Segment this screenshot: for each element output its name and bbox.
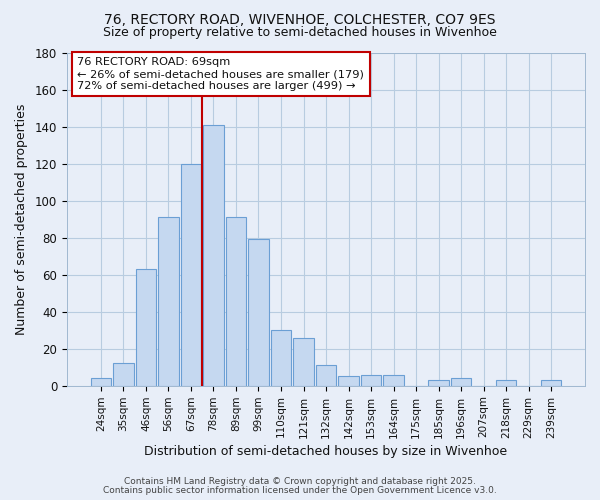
Text: Contains public sector information licensed under the Open Government Licence v3: Contains public sector information licen… [103, 486, 497, 495]
Bar [181, 164, 202, 386]
Bar [338, 376, 359, 386]
Bar [496, 380, 517, 386]
Bar [158, 218, 179, 386]
Bar [541, 380, 562, 386]
Bar [226, 218, 247, 386]
Bar [136, 269, 157, 386]
Bar [428, 380, 449, 386]
Text: 76 RECTORY ROAD: 69sqm
← 26% of semi-detached houses are smaller (179)
72% of se: 76 RECTORY ROAD: 69sqm ← 26% of semi-det… [77, 58, 364, 90]
Bar [383, 374, 404, 386]
Bar [203, 124, 224, 386]
Text: Size of property relative to semi-detached houses in Wivenhoe: Size of property relative to semi-detach… [103, 26, 497, 39]
Bar [293, 338, 314, 386]
Bar [271, 330, 292, 386]
Text: Contains HM Land Registry data © Crown copyright and database right 2025.: Contains HM Land Registry data © Crown c… [124, 477, 476, 486]
Bar [113, 364, 134, 386]
Bar [451, 378, 472, 386]
Bar [361, 374, 382, 386]
Bar [91, 378, 111, 386]
Bar [248, 240, 269, 386]
Bar [316, 366, 337, 386]
Y-axis label: Number of semi-detached properties: Number of semi-detached properties [15, 104, 28, 335]
Text: 76, RECTORY ROAD, WIVENHOE, COLCHESTER, CO7 9ES: 76, RECTORY ROAD, WIVENHOE, COLCHESTER, … [104, 12, 496, 26]
X-axis label: Distribution of semi-detached houses by size in Wivenhoe: Distribution of semi-detached houses by … [145, 444, 508, 458]
